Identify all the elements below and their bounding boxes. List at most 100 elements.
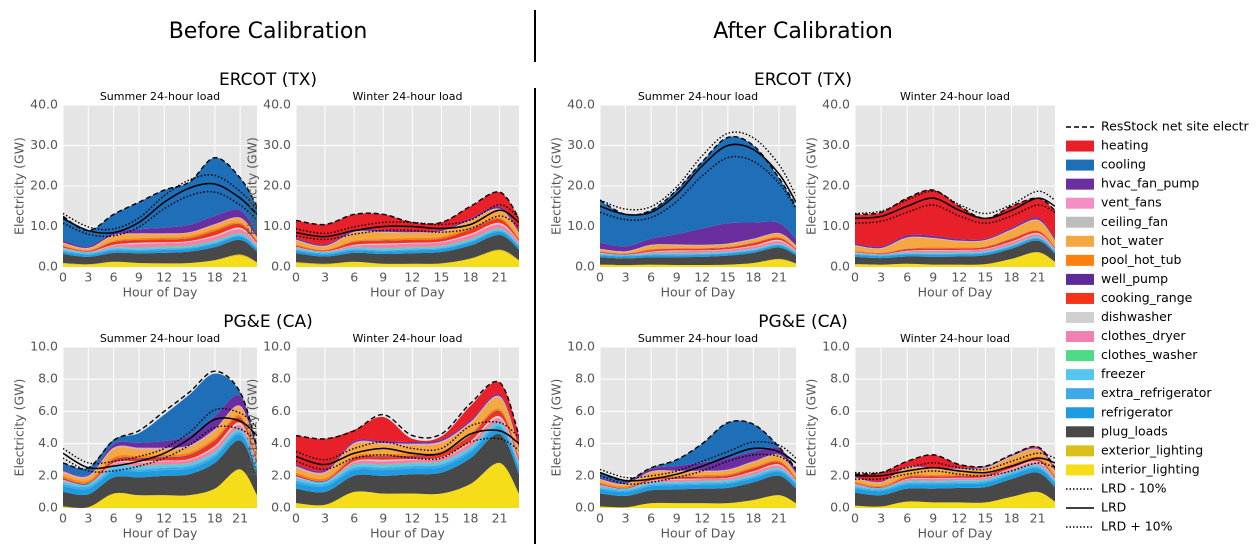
y-tick-label: 0.0 <box>271 500 291 515</box>
load-line <box>600 155 796 221</box>
load-line <box>296 209 519 238</box>
area-layer <box>296 250 519 267</box>
plot-area <box>855 445 1055 508</box>
area-layer <box>600 258 796 266</box>
panel: 0.0 10.0 20.0 30.0 40.0 0 3 6 9 12 15 18 21 Summer 24… <box>549 90 796 300</box>
region-title: ERCOT (TX) <box>754 70 852 90</box>
load-line <box>600 440 796 479</box>
x-tick-label: 3 <box>84 511 92 526</box>
x-tick-label: 12 <box>951 511 967 526</box>
legend-swatch <box>1066 292 1094 304</box>
legend-label: heating <box>1101 138 1149 153</box>
legend-label: LRD - 10% <box>1101 480 1167 495</box>
x-tick-label: 15 <box>433 270 449 285</box>
x-axis-label: Hour of Day <box>123 526 198 541</box>
y-axis-label: Electricity (GW) <box>549 379 564 477</box>
legend-swatch <box>1066 312 1094 323</box>
legend-swatch <box>1066 254 1094 266</box>
area-layer <box>63 236 257 257</box>
y-tick-label: 30.0 <box>263 137 291 152</box>
x-tick-label: 21 <box>492 270 508 285</box>
y-tick-label: 2.0 <box>271 467 291 482</box>
y-tick-label: 4.0 <box>830 435 850 450</box>
legend-swatch <box>1066 350 1094 362</box>
area-layer <box>600 475 796 508</box>
x-tick-label: 6 <box>647 511 655 526</box>
x-tick-label: 0 <box>292 270 300 285</box>
x-tick-label: 9 <box>379 270 387 285</box>
y-tick-label: 2.0 <box>575 467 595 482</box>
y-tick-label: 4.0 <box>271 435 291 450</box>
area-layer <box>855 234 1055 255</box>
legend-label: clothes_washer <box>1101 347 1198 362</box>
area-layer <box>296 234 519 264</box>
heading: Before Calibration <box>169 19 368 44</box>
x-tick-label: 0 <box>59 270 67 285</box>
legend-swatch <box>1066 216 1094 228</box>
x-tick-label: 15 <box>977 511 993 526</box>
area-layer <box>63 229 257 253</box>
plot-area <box>296 380 519 508</box>
legend-swatch <box>1066 464 1094 476</box>
y-tick-label: 8.0 <box>271 371 291 386</box>
area-layer <box>63 224 257 252</box>
y-axis-label: Electricity (GW) <box>549 137 564 235</box>
y-tick-label: 40.0 <box>822 97 850 112</box>
panel: 0.0 2.0 4.0 6.0 8.0 10.0 0 3 6 9 12 15 18 21 Summer 24… <box>549 332 796 541</box>
load-line <box>855 445 1055 475</box>
area-layer <box>600 233 796 254</box>
x-tick-label: 6 <box>647 270 655 285</box>
x-tick-label: 3 <box>622 270 630 285</box>
x-tick-label: 9 <box>673 270 681 285</box>
legend-label: cooling <box>1101 157 1146 172</box>
y-tick-label: 10.0 <box>263 339 291 354</box>
y-tick-label: 4.0 <box>575 435 595 450</box>
x-tick-label: 6 <box>903 270 911 285</box>
y-tick-label: 10.0 <box>263 218 291 233</box>
load-line <box>296 437 519 471</box>
load-line <box>296 380 519 440</box>
load-line <box>600 420 796 482</box>
y-tick-label: 8.0 <box>575 371 595 386</box>
load-line <box>855 457 1055 477</box>
y-tick-label: 20.0 <box>567 178 595 193</box>
area-layer <box>600 468 796 491</box>
x-tick-label: 12 <box>694 511 710 526</box>
legend-swatch <box>1066 235 1094 247</box>
legend-label: freezer <box>1101 366 1146 381</box>
legend-label: refrigerator <box>1101 404 1174 419</box>
x-tick-label: 3 <box>877 270 885 285</box>
x-tick-label: 9 <box>379 511 387 526</box>
legend-label: LRD <box>1101 500 1126 515</box>
x-axis-label: Hour of Day <box>661 285 736 300</box>
y-tick-label: 10.0 <box>567 218 595 233</box>
legend-label: interior_lighting <box>1101 461 1200 476</box>
x-tick-label: 15 <box>182 270 198 285</box>
x-tick-label: 6 <box>110 270 118 285</box>
y-tick-label: 10.0 <box>30 339 58 354</box>
area-layer <box>600 447 796 484</box>
legend-label: vent_fans <box>1101 195 1162 210</box>
x-tick-label: 12 <box>404 511 420 526</box>
x-tick-label: 12 <box>694 270 710 285</box>
panel-title: Winter 24-hour load <box>900 90 1010 103</box>
area-layer <box>296 191 519 245</box>
y-tick-label: 0.0 <box>830 259 850 274</box>
legend-swatch <box>1066 388 1094 400</box>
area-layer <box>296 217 519 251</box>
area-layer <box>296 397 519 479</box>
legend-swatch <box>1066 178 1094 190</box>
load-line <box>63 370 257 470</box>
x-axis-label: Hour of Day <box>370 285 445 300</box>
x-axis-label: Hour of Day <box>123 285 198 300</box>
x-tick-label: 6 <box>350 511 358 526</box>
area-layer <box>600 221 796 252</box>
area-layer <box>855 240 1055 265</box>
load-line <box>63 174 257 231</box>
x-tick-label: 21 <box>771 511 787 526</box>
area-layer <box>63 217 257 251</box>
x-tick-label: 21 <box>232 270 248 285</box>
y-axis-label: Electricity (GW) <box>804 137 819 235</box>
x-tick-label: 21 <box>771 270 787 285</box>
